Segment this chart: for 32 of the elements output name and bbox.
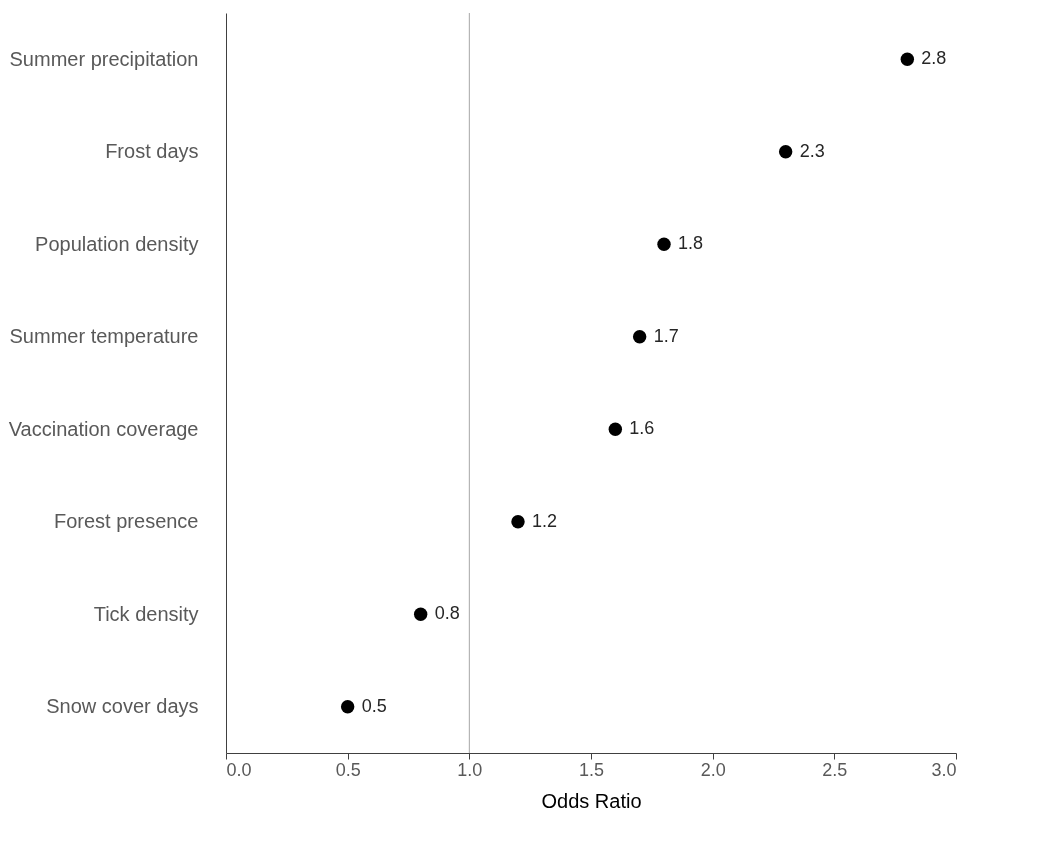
data-label: 1.6	[629, 418, 655, 439]
x-tick-label: 2.5	[822, 759, 848, 780]
x-tick-label: 0.0	[226, 759, 252, 780]
y-tick-label: Population density	[35, 232, 199, 255]
point	[413, 607, 428, 621]
y-tick-label: Tick density	[93, 602, 199, 625]
point	[778, 145, 793, 159]
point	[900, 52, 915, 66]
data-label: 1.2	[532, 510, 558, 531]
point	[511, 515, 525, 529]
data-label: 0.5	[361, 695, 387, 716]
x-tick-label: 2.0	[700, 759, 726, 780]
data-label: 0.8	[434, 603, 460, 624]
x-tick-label: 0.5	[335, 759, 361, 780]
x-axis-title: Odds Ratio	[541, 789, 642, 812]
point	[632, 330, 647, 344]
point	[657, 237, 671, 251]
data-label: 1.8	[678, 233, 704, 254]
x-tick-label: 1.0	[457, 759, 483, 780]
y-tick-label: Summer precipitation	[9, 47, 199, 70]
y-tick-label: Forest presence	[53, 510, 199, 533]
y-tick-label: Frost days	[105, 140, 199, 163]
x-tick-label: 1.5	[578, 759, 605, 780]
data-label: 1.7	[653, 325, 679, 346]
point	[608, 422, 623, 436]
y-tick-label: Vaccination coverage	[8, 417, 199, 440]
y-tick-label: Snow cover days	[46, 695, 199, 718]
data-label: 2.8	[921, 48, 947, 69]
x-tick-label: 3.0	[931, 759, 957, 780]
data-label: 2.3	[799, 140, 825, 161]
point	[340, 700, 355, 714]
y-tick-label: Summer temperature	[9, 325, 199, 348]
